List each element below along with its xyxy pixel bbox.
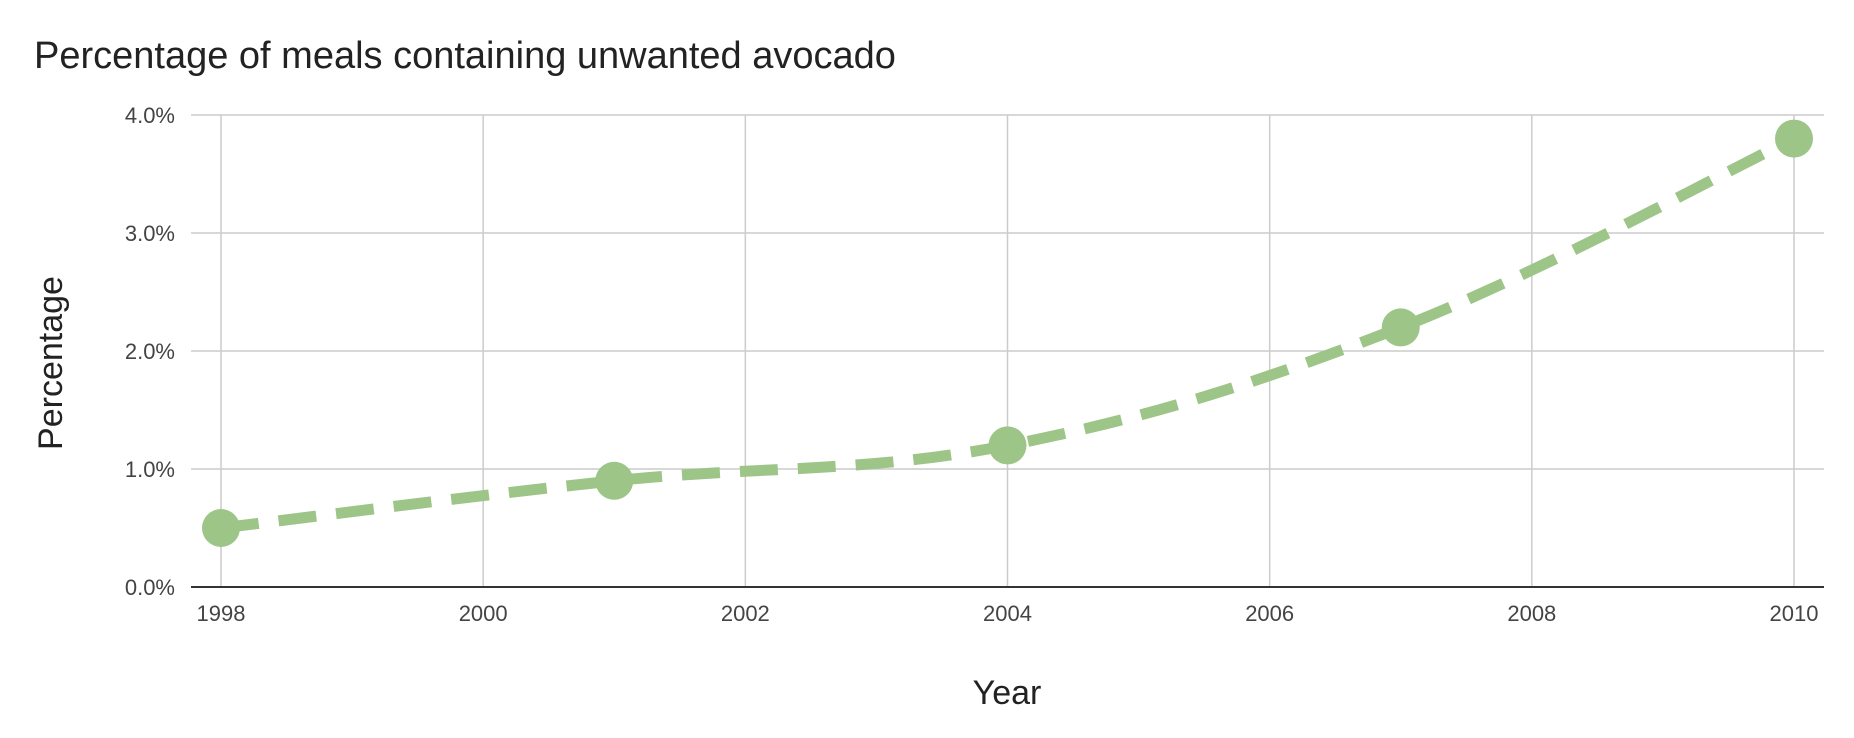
x-tick-label-2002: 2002 [721, 601, 770, 626]
tick-labels: 1998 2000 2002 2004 2006 2008 2010 0.0% 1.0% 2.0%… [125, 103, 1819, 626]
y-tick-label-3: 3.0% [125, 221, 175, 246]
y-tick-label-0: 0.0% [125, 575, 175, 600]
data-point-2010 [1775, 119, 1813, 158]
data-point-2001 [595, 461, 634, 500]
y-tick-label-4: 4.0% [125, 103, 175, 128]
x-tick-label-2000: 2000 [459, 601, 508, 626]
x-tick-label-1998: 1998 [197, 601, 246, 626]
series-layer [202, 119, 1813, 547]
data-point-1998 [202, 509, 240, 547]
x-tick-label-2010: 2010 [1770, 601, 1819, 626]
y-tick-label-1: 1.0% [125, 457, 175, 482]
grid [191, 114, 1824, 587]
y-tick-label-2: 2.0% [125, 339, 175, 364]
x-axis-title: Year [973, 674, 1042, 712]
data-point-2007 [1381, 308, 1420, 347]
x-tick-label-2004: 2004 [983, 601, 1032, 626]
data-point-2004 [988, 426, 1027, 465]
x-tick-label-2008: 2008 [1507, 601, 1556, 626]
chart-title: Percentage of meals containing unwanted … [34, 35, 896, 77]
y-axis-title: Percentage [32, 276, 70, 450]
x-tick-label-2006: 2006 [1245, 601, 1294, 626]
